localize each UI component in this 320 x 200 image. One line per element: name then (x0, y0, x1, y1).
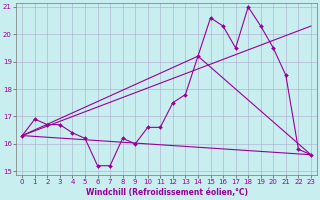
X-axis label: Windchill (Refroidissement éolien,°C): Windchill (Refroidissement éolien,°C) (85, 188, 248, 197)
